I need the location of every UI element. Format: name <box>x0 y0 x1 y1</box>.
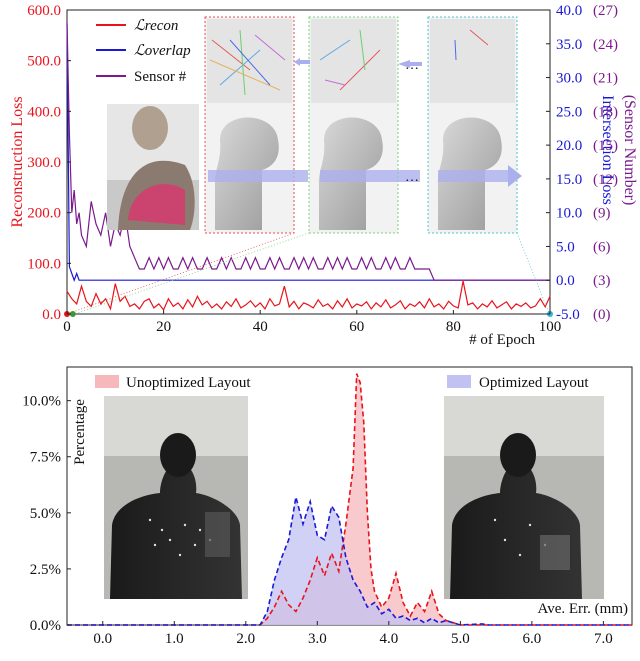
top-series-line-recon <box>66 280 551 312</box>
top-series-layer <box>64 21 553 317</box>
top-y-right2-tick-label: (0) <box>593 307 611 323</box>
top-ticks: 0 20 40 60 80 100 0.0 100.0 200.0 300.0 400.0 500.0… <box>27 3 618 335</box>
bottom-ylabel: Percentage <box>72 399 88 465</box>
top-y-right2-tick-label: (3) <box>593 273 611 289</box>
top-y-right2-tick-label: (6) <box>593 239 611 255</box>
top-y-right2-tick-label: (27) <box>593 3 618 19</box>
top-x-tick-label: 0 <box>63 319 71 335</box>
flow-arrows <box>208 58 522 187</box>
top-legend: ℒrecon ℒoverlap Sensor # <box>96 18 191 85</box>
annotation-ellipsis-1: … <box>405 58 419 73</box>
photo-optimized <box>444 396 604 599</box>
photo-unoptimized <box>104 396 248 599</box>
legend-label-recon: ℒrecon <box>134 18 178 34</box>
top-y-right2-tick-label: (12) <box>593 172 618 188</box>
bottom-y-tick-label: 10.0% <box>22 394 61 410</box>
top-y-left-tick-label: 100.0 <box>27 256 61 272</box>
bottom-legend: Unoptimized Layout Optimized Layout <box>95 375 589 391</box>
top-y-right-tick-label: 40.0 <box>556 3 582 19</box>
bottom-xlabel: Ave. Err. (mm) <box>537 601 628 617</box>
top-series-line-sensor <box>66 21 550 281</box>
top-start-marker <box>69 311 76 317</box>
bottom-x-tick-label: 0.0 <box>93 631 112 647</box>
bottom-chart: Unoptimized Layout Optimized Layout Perc… <box>22 366 633 647</box>
legend-label-unoptimized: Unoptimized Layout <box>126 375 251 391</box>
top-y-right-tick-label: 15.0 <box>556 172 582 188</box>
legend-swatch-unoptimized <box>95 375 119 388</box>
legend-label-overlap: ℒoverlap <box>134 43 191 59</box>
top-x-tick-label: 60 <box>349 319 364 335</box>
legend-label-optimized: Optimized Layout <box>479 375 589 391</box>
bottom-y-tick-label: 5.0% <box>30 506 61 522</box>
top-y-right-tick-label: 5.0 <box>556 239 575 255</box>
legend-swatch-optimized <box>447 375 471 388</box>
top-y-right-tick-label: 25.0 <box>556 104 582 120</box>
bottom-x-tick-label: 6.0 <box>522 631 541 647</box>
bottom-x-tick-label: 3.0 <box>308 631 327 647</box>
top-ylabel-right2: (Sensor Number) <box>621 95 638 206</box>
bottom-x-tick-label: 2.0 <box>236 631 255 647</box>
top-y-right2-tick-label: (24) <box>593 37 618 53</box>
legend-label-sensor: Sensor # <box>134 69 187 85</box>
top-chart: … … ℒrecon ℒoverlap Sensor # Reconstruct… <box>9 3 638 348</box>
top-y-right-tick-label: 0.0 <box>556 273 575 289</box>
top-y-right-tick-label: 20.0 <box>556 138 582 154</box>
top-ylabel-right: Intersection Loss <box>599 95 616 205</box>
top-series-line-overlap <box>66 23 550 282</box>
top-y-left-tick-label: 600.0 <box>27 3 61 19</box>
top-y-left-tick-label: 400.0 <box>27 104 61 120</box>
bottom-line-unoptimized <box>67 373 632 626</box>
bottom-line-optimized <box>67 496 632 626</box>
top-x-tick-label: 100 <box>539 319 562 335</box>
bottom-y-tick-label: 2.5% <box>30 562 61 578</box>
bottom-x-tick-label: 5.0 <box>451 631 470 647</box>
top-y-left-tick-label: 0.0 <box>42 307 61 323</box>
bottom-x-tick-label: 1.0 <box>165 631 184 647</box>
top-xlabel: # of Epoch <box>469 332 535 348</box>
leader-line-1 <box>69 232 295 314</box>
top-y-right-tick-label: 30.0 <box>556 71 582 87</box>
top-ylabel-left: Reconstruction Loss <box>9 96 26 227</box>
top-y-right2-tick-label: (18) <box>593 104 618 120</box>
bottom-x-tick-label: 7.0 <box>594 631 613 647</box>
top-y-right2-tick-label: (15) <box>593 138 618 154</box>
top-y-right2-tick-label: (9) <box>593 206 611 222</box>
bottom-x-tick-label: 4.0 <box>379 631 398 647</box>
bottom-y-tick-label: 7.5% <box>30 450 61 466</box>
top-x-tick-label: 80 <box>446 319 461 335</box>
top-x-tick-label: 40 <box>253 319 268 335</box>
bottom-area-optimized <box>67 497 632 625</box>
annotation-ellipsis-2: … <box>405 170 419 185</box>
top-y-left-tick-label: 500.0 <box>27 54 61 70</box>
bottom-y-tick-label: 0.0% <box>30 618 61 634</box>
top-x-tick-label: 20 <box>156 319 171 335</box>
sensor-inset-photo <box>107 104 199 230</box>
top-y-right-tick-label: -5.0 <box>556 307 580 323</box>
bottom-ticks: 0.0 1.0 2.0 3.0 4.0 5.0 6.0 7.0 0.0% 2.5% 5.0% 7.5%… <box>22 394 613 647</box>
top-y-right-tick-label: 10.0 <box>556 206 582 222</box>
top-y-left-tick-label: 200.0 <box>27 206 61 222</box>
top-y-left-tick-label: 300.0 <box>27 155 61 171</box>
top-y-right2-tick-label: (21) <box>593 71 618 87</box>
bottom-series-layer <box>67 373 632 626</box>
top-y-right-tick-label: 35.0 <box>556 37 582 53</box>
